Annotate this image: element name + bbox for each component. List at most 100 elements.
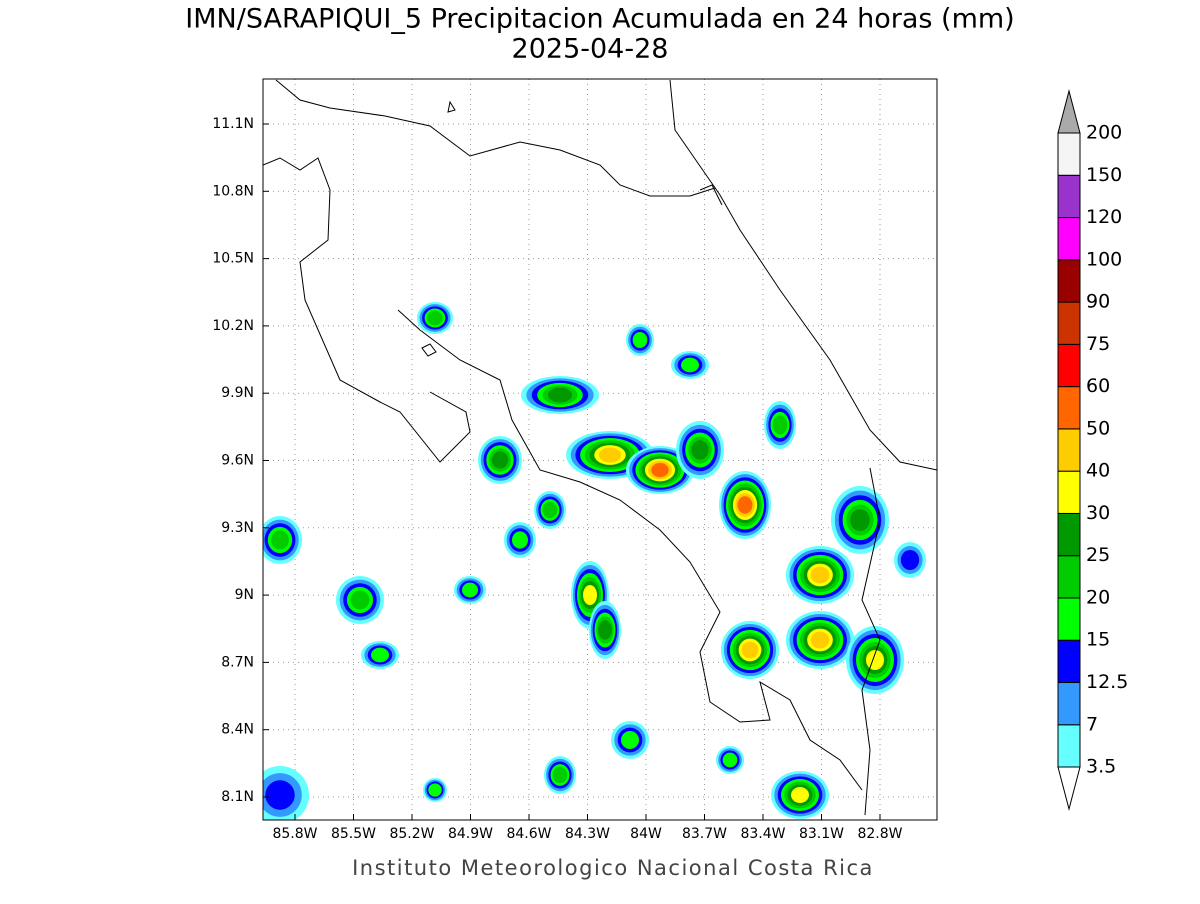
rain-contour: [462, 582, 478, 598]
colorbar-label: 60: [1086, 375, 1110, 397]
colorbar-box: [1057, 639, 1081, 684]
colorbar-box: [1057, 301, 1081, 345]
colorbar-box: [1057, 724, 1081, 768]
x-tick-label: 83.4W: [740, 826, 785, 842]
colorbar-label: 20: [1086, 586, 1110, 608]
x-tick-label: 84.3W: [565, 826, 610, 842]
y-tick-label: 10.8N: [212, 183, 254, 199]
map-frame: [262, 78, 938, 821]
colorbar-label: 120: [1086, 206, 1122, 228]
colorbar-label: 7: [1086, 713, 1098, 735]
x-tick-label: 82.8W: [857, 826, 902, 842]
footer: Instituto Meteorologico Nacional Costa R…: [352, 856, 874, 880]
rain-contour: [428, 783, 442, 797]
coast-line: [669, 79, 937, 471]
colorbar-box: [1057, 132, 1081, 176]
colorbar-label: 75: [1086, 333, 1110, 355]
colorbar: 3.5 7 12.5 15 20 25 30 40 50 60 75 90 100 120 150 200: [1057, 89, 1128, 812]
rain-contour: [681, 357, 699, 373]
rain-contour: [741, 641, 759, 659]
x-tick-label: 84.6W: [506, 826, 551, 842]
colorbar-box: [1057, 174, 1081, 219]
colorbar-label: 12.5: [1086, 671, 1128, 693]
colorbar-box: [1057, 512, 1081, 557]
rain-contour: [810, 566, 830, 584]
y-tick-label: 8.1N: [221, 789, 254, 805]
y-tick-label: 8.4N: [221, 722, 254, 738]
colorbar-box: [1057, 555, 1081, 599]
x-tick-label: 83.7W: [682, 826, 727, 842]
y-tick-label: 9.3N: [221, 520, 254, 536]
rain-contour: [547, 387, 573, 403]
colorbar-box: [1057, 386, 1081, 430]
border-line: [861, 467, 881, 816]
rain-contour: [722, 752, 738, 768]
rain-contour: [810, 631, 830, 649]
y-tick-label: 9.9N: [221, 385, 254, 401]
border-line: [275, 79, 716, 197]
y-tick-label: 9.6N: [221, 453, 254, 469]
rain-contour: [598, 447, 622, 463]
subtitle: 2025-04-28: [512, 34, 669, 65]
colorbar-box: [1057, 259, 1081, 303]
rain-contour: [271, 530, 289, 550]
rain-contour: [772, 415, 788, 435]
colorbar-label: 3.5: [1086, 756, 1116, 778]
y-tick-label: 9N: [235, 587, 254, 603]
rain-contour: [691, 440, 709, 460]
colorbar-under: [1057, 766, 1081, 812]
coast-line: [263, 157, 471, 463]
rain-contour: [598, 620, 612, 640]
rain-contour: [791, 787, 809, 803]
colorbar-label: 200: [1086, 122, 1122, 144]
rain-contour: [737, 496, 753, 514]
colorbar-label: 100: [1086, 248, 1122, 270]
rain-contour: [371, 647, 389, 663]
colorbar-box: [1057, 597, 1081, 641]
colorbar-label: 25: [1086, 544, 1110, 566]
colorbar-box: [1057, 343, 1081, 388]
rain-contour: [900, 550, 920, 570]
rain-contour: [850, 509, 870, 531]
rain-contour: [632, 332, 648, 348]
x-tick-label: 85.2W: [389, 826, 434, 842]
rain-contour: [552, 766, 568, 784]
y-tick-label: 10.2N: [212, 318, 254, 334]
y-tick-label: 10.5N: [212, 251, 254, 267]
x-tick-label: 85.5W: [331, 826, 376, 842]
coastlines: [263, 79, 937, 816]
rain-contour: [651, 462, 669, 478]
coast-line: [699, 184, 723, 206]
colorbar-box: [1057, 682, 1081, 726]
rain-contour: [427, 310, 443, 326]
precipitation-field: [263, 302, 926, 820]
x-tick-label: 85.8W: [272, 826, 317, 842]
y-tick-label: 11.1N: [212, 116, 254, 132]
x-tick-label: 83.1W: [799, 826, 844, 842]
colorbar-label: 90: [1086, 291, 1110, 313]
colorbar-label: 50: [1086, 417, 1110, 439]
rain-contour: [491, 451, 509, 469]
colorbar-label: 40: [1086, 460, 1110, 482]
rain-contour: [621, 731, 639, 749]
coast-line: [397, 309, 863, 791]
island: [421, 343, 437, 357]
colorbar-box: [1057, 470, 1081, 514]
colorbar-box: [1057, 428, 1081, 472]
x-tick-label: 84W: [630, 826, 662, 842]
rain-contour: [583, 585, 597, 605]
rain-contour: [542, 501, 558, 519]
x-tick-label: 84.9W: [448, 826, 493, 842]
rain-contour: [265, 780, 295, 810]
colorbar-label: 150: [1086, 164, 1122, 186]
axes: 85.8W 85.5W 85.2W 84.9W 84.6W 84.3W 84W 83.7W 83…: [212, 116, 902, 842]
y-tick-label: 8.7N: [221, 654, 254, 670]
rain-contour: [512, 531, 528, 549]
map-area: [263, 79, 937, 820]
title: IMN/SARAPIQUI_5 Precipitacion Acumulada …: [185, 4, 1014, 35]
rain-contour: [350, 590, 370, 610]
colorbar-over: [1057, 89, 1081, 134]
colorbar-label: 30: [1086, 502, 1110, 524]
colorbar-box: [1057, 217, 1081, 261]
